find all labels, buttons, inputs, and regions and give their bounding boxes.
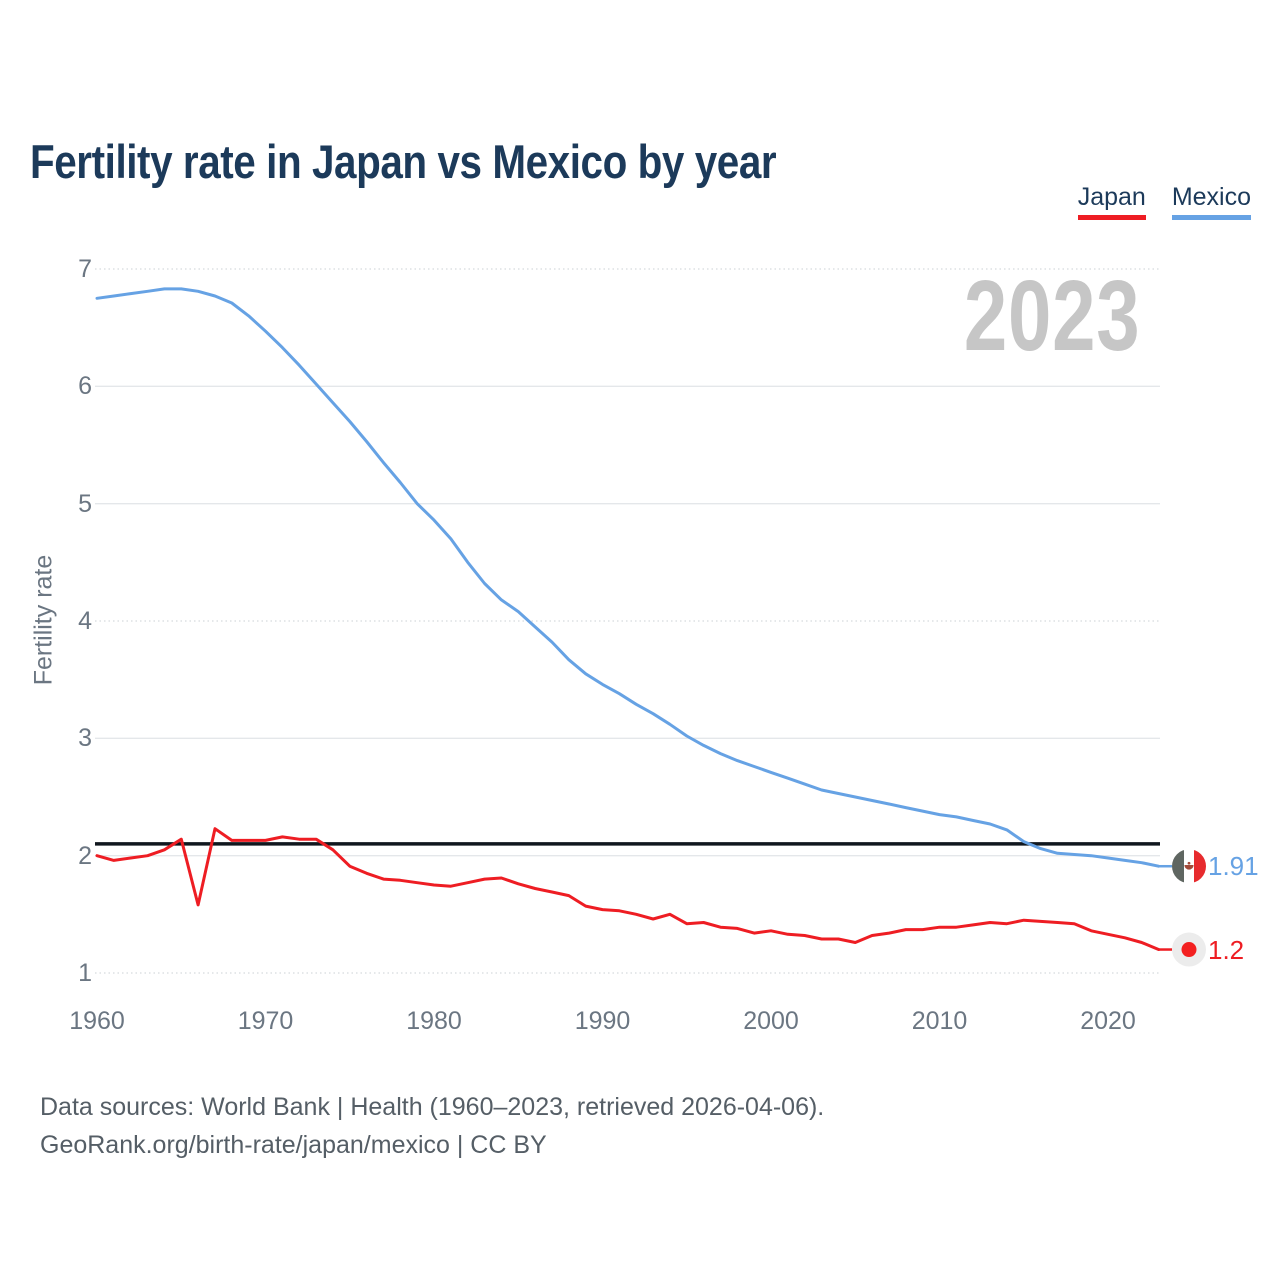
legend-item-japan[interactable]: Japan (1077, 183, 1146, 220)
x-tick-label: 1990 (574, 1007, 631, 1035)
legend: Japan Mexico (1077, 183, 1251, 220)
watermark-year: 2023 (963, 260, 1140, 372)
end-value-mexico: 1.91 (1208, 851, 1259, 882)
y-tick-label: 5 (78, 489, 92, 518)
y-tick-label: 6 (78, 372, 92, 401)
y-tick-label: 7 (78, 255, 92, 283)
page-title: Fertility rate in Japan vs Mexico by yea… (30, 135, 777, 189)
x-tick-label: 1970 (237, 1007, 294, 1035)
japan-flag-icon (1172, 932, 1206, 967)
attribution-line: GeoRank.org/birth-rate/japan/mexico | CC… (40, 1131, 547, 1159)
legend-item-mexico[interactable]: Mexico (1171, 183, 1251, 220)
x-tick-label: 2000 (743, 1007, 799, 1035)
source-footer: Data sources: World Bank | Health (1960–… (40, 1088, 824, 1164)
x-tick-label: 2010 (911, 1007, 968, 1035)
y-tick-label: 2 (78, 841, 92, 870)
x-tick-label: 2020 (1080, 1007, 1136, 1035)
source-line: Data sources: World Bank | Health (1960–… (40, 1093, 825, 1121)
mexico-flag-icon (1172, 849, 1206, 884)
y-tick-label: 1 (78, 959, 92, 987)
line-japan (95, 827, 1161, 951)
y-tick-label: 3 (78, 724, 92, 753)
y-tick-label: 4 (78, 607, 92, 635)
x-tick-label: 1960 (69, 1007, 125, 1035)
line-mexico (95, 287, 1161, 868)
end-value-japan: 1.2 (1208, 934, 1245, 965)
x-tick-label: 1980 (406, 1007, 462, 1035)
